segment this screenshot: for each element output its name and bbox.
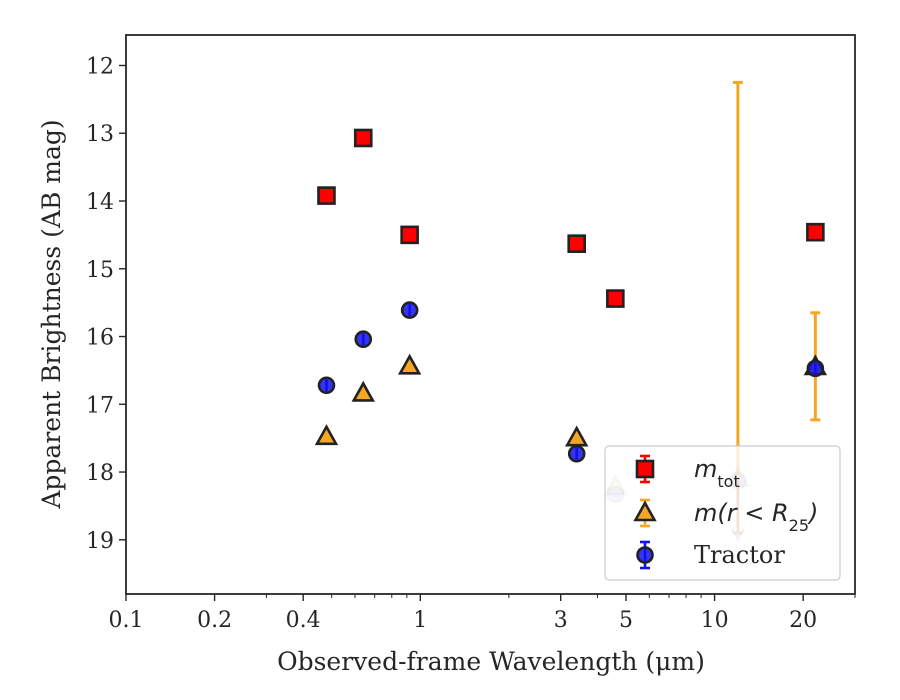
x-axis-title: Observed-frame Wavelength (μm) — [277, 647, 705, 676]
x-tick-label: 5 — [619, 608, 633, 633]
y-tick-label: 13 — [86, 122, 114, 147]
square-point — [317, 186, 336, 205]
triangle-point — [564, 425, 589, 447]
y-tick-label: 19 — [86, 529, 114, 554]
legend-triangle-marker — [633, 500, 657, 522]
x-tick-label: 0.1 — [109, 608, 144, 633]
plot-frame — [125, 34, 856, 595]
plot-area — [125, 34, 856, 595]
x-tick-label: 10 — [701, 608, 729, 633]
legend-label: Tractor — [694, 541, 785, 569]
triangle-point — [314, 424, 339, 446]
x-tick-label: 3 — [554, 608, 568, 633]
y-tick-label: 15 — [86, 258, 114, 283]
square-point — [806, 222, 825, 242]
y-tick-label: 14 — [86, 190, 114, 215]
legend-square-marker — [635, 459, 655, 479]
y-axis: 12 13 14 15 16 17 18 19 — [86, 54, 126, 554]
x-tick-label: 1 — [413, 608, 427, 633]
y-tick-label: 16 — [86, 326, 114, 351]
x-tick-label: 20 — [789, 608, 817, 633]
x-axis: 0.1 0.2 0.4 1 3 5 10 20 — [109, 594, 856, 633]
y-tick-label: 18 — [86, 461, 114, 486]
x-tick-label: 0.2 — [197, 608, 232, 633]
y-tick-label: 17 — [86, 393, 114, 418]
square-point — [353, 128, 373, 148]
x-tick-label: 0.4 — [286, 608, 321, 633]
square-point — [567, 234, 587, 253]
legend-circle-marker — [636, 546, 654, 564]
y-axis-title: Apparent Brightness (AB mag) — [37, 119, 66, 509]
square-point — [400, 225, 419, 245]
y-tick-label: 12 — [86, 54, 114, 79]
square-point — [606, 289, 625, 308]
triangle-point — [397, 353, 422, 375]
triangle-point — [351, 380, 375, 402]
legend-box — [604, 445, 841, 581]
